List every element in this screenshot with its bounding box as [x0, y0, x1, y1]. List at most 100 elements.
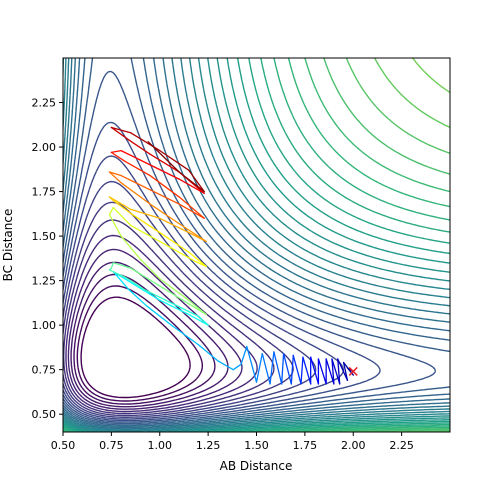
- y-tick-label: 2.25: [32, 97, 57, 110]
- trajectory-segment: [337, 358, 341, 385]
- y-tick-label: 2.00: [32, 141, 57, 154]
- trajectory-segment: [302, 356, 312, 385]
- contour-level: [63, 70, 436, 423]
- contour-level: [63, 58, 450, 432]
- trajectory-segment: [317, 358, 327, 385]
- trajectory-segment: [149, 153, 180, 173]
- contour-level: [63, 155, 345, 420]
- trajectory-segment: [255, 352, 263, 383]
- contour-level: [76, 285, 203, 402]
- trajectory-segment: [120, 174, 151, 191]
- trajectory-segment: [310, 356, 320, 385]
- trajectory-segment: [188, 313, 209, 326]
- trajectory-segment: [124, 278, 161, 301]
- trajectory-segment: [178, 171, 205, 193]
- trajectory-path: [108, 126, 354, 385]
- trajectory-segment: [178, 203, 205, 219]
- trajectory-segment: [112, 271, 130, 291]
- contour-level: [63, 58, 450, 427]
- trajectory-segment: [110, 126, 130, 141]
- y-tick-label: 1.00: [32, 319, 57, 332]
- trajectory-segment: [188, 299, 207, 316]
- start-marker: [348, 366, 358, 376]
- trajectory-segment: [110, 126, 132, 134]
- trajectory-segment: [108, 214, 122, 237]
- trajectory-segment: [188, 169, 205, 193]
- x-tick-label: 0.75: [99, 439, 124, 452]
- x-tick-label: 2.00: [341, 439, 366, 452]
- trajectory-segment: [282, 352, 292, 385]
- trajectory-segment: [112, 206, 132, 227]
- x-tick-label: 2.25: [389, 439, 414, 452]
- trajectory-segment: [269, 351, 275, 385]
- trajectory-segment: [300, 356, 304, 385]
- trajectory-segment: [108, 171, 122, 184]
- x-tick-label: 1.00: [148, 439, 173, 452]
- trajectory-segment: [232, 363, 242, 371]
- trajectory-segment: [159, 299, 190, 316]
- y-tick-label: 0.50: [32, 408, 57, 421]
- trajectory-segment: [130, 267, 161, 287]
- trajectory-segment: [147, 141, 180, 173]
- contour-level: [67, 248, 243, 410]
- contour-level: [63, 219, 275, 415]
- y-tick-label: 1.50: [32, 230, 57, 243]
- trajectory-segment: [273, 351, 283, 385]
- trajectory-segment: [159, 231, 190, 253]
- trajectory-segment: [290, 354, 294, 385]
- trajectory-segment: [132, 214, 161, 234]
- trajectory-segment: [108, 196, 132, 211]
- contour-level: [63, 58, 450, 432]
- contour-level: [63, 58, 450, 429]
- trajectory-segment: [120, 235, 142, 260]
- trajectory-segment: [130, 208, 161, 219]
- trajectory-segment: [120, 149, 151, 166]
- contour-lines: [63, 58, 450, 432]
- trajectory-segment: [240, 345, 248, 365]
- contour-level: [63, 58, 450, 432]
- trajectory-segment: [145, 304, 173, 326]
- contour-level: [63, 58, 450, 432]
- trajectory-segment: [217, 360, 234, 371]
- trajectory-segment: [246, 345, 258, 383]
- trajectory-segment: [197, 344, 219, 362]
- trajectory-segment: [159, 278, 190, 301]
- trajectory-segment: [337, 358, 349, 382]
- trajectory-segment: [110, 151, 126, 162]
- trajectory-segment: [168, 301, 200, 317]
- contour-level: [63, 201, 294, 417]
- trajectory-segment: [170, 324, 200, 346]
- trajectory-segment: [124, 160, 151, 177]
- y-tick-label: 1.25: [32, 275, 57, 288]
- trajectory-segment: [110, 149, 122, 154]
- trajectory-segment: [331, 358, 341, 385]
- contour-level: [63, 58, 450, 432]
- y-axis-ticks: 0.50 0.75 1.00 1.25 1.50 1.75 2.00 2.25: [32, 97, 63, 421]
- trajectory-segment: [149, 189, 180, 205]
- contour-level: [63, 58, 450, 432]
- trajectory-segment: [139, 258, 161, 280]
- trajectory-segment: [292, 354, 302, 385]
- trajectory-segment: [108, 206, 114, 216]
- trajectory-segment: [110, 262, 114, 269]
- contour-level: [63, 58, 450, 430]
- trajectory-segment: [120, 182, 151, 205]
- y-axis-label: BC Distance: [1, 209, 15, 282]
- trajectory-segment: [124, 276, 145, 291]
- y-tick-label: 0.75: [32, 364, 57, 377]
- trajectory-segment: [108, 269, 126, 278]
- trajectory-segment: [112, 199, 134, 216]
- trajectory-segment: [281, 352, 285, 385]
- contour-level: [373, 58, 450, 432]
- x-axis-label: AB Distance: [220, 459, 293, 473]
- contour-level: [80, 296, 191, 399]
- trajectory-segment: [325, 358, 335, 385]
- x-tick-label: 1.50: [244, 439, 269, 452]
- x-tick-label: 1.75: [293, 439, 318, 452]
- trajectory-segment: [178, 196, 205, 219]
- trajectory-segment: [178, 178, 205, 195]
- trajectory-segment: [178, 222, 207, 243]
- contour-level: [411, 58, 450, 94]
